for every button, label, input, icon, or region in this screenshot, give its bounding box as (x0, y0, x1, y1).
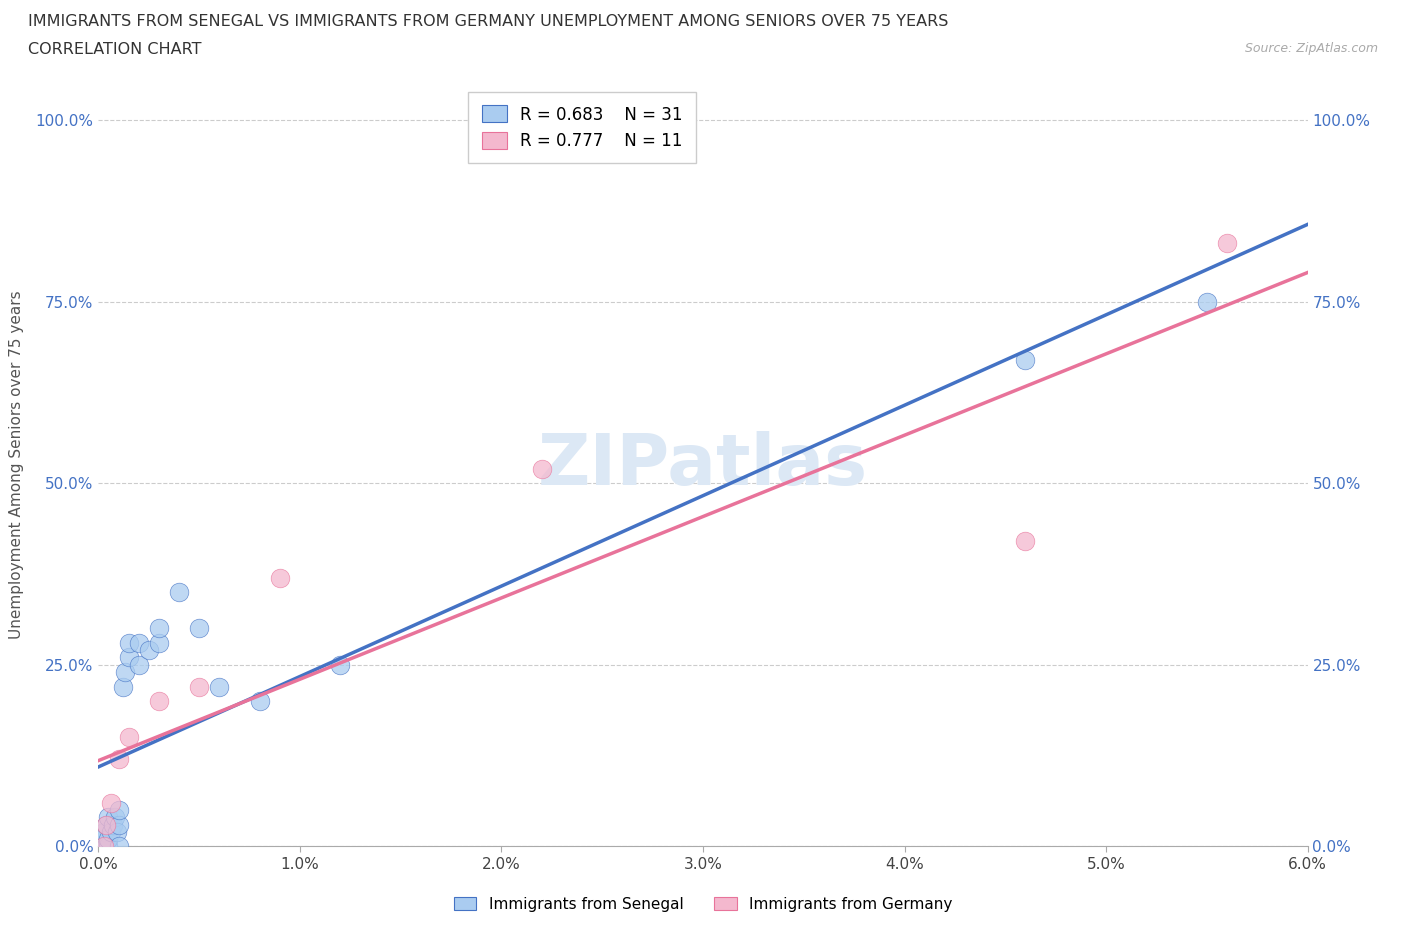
Point (249, 694, 271, 709)
Text: ZIPatlas: ZIPatlas (538, 431, 868, 499)
Point (96, 839, 118, 854)
Point (1216, 236, 1239, 251)
Point (138, 643, 160, 658)
Point (1014, 352, 1036, 367)
Point (188, 679, 211, 694)
Point (105, 824, 128, 839)
Point (118, 730, 141, 745)
Point (91, 831, 114, 846)
Point (148, 635, 170, 650)
Point (101, 817, 124, 832)
Point (93, 839, 115, 854)
Point (107, 839, 129, 854)
Point (97, 810, 120, 825)
Point (100, 795, 122, 810)
Point (93, 839, 115, 854)
Point (128, 635, 150, 650)
Point (114, 665, 136, 680)
Y-axis label: Unemployment Among Seniors over 75 years: Unemployment Among Seniors over 75 years (10, 291, 24, 639)
Legend: R = 0.683    N = 31, R = 0.777    N = 11: R = 0.683 N = 31, R = 0.777 N = 11 (468, 92, 696, 164)
Point (97, 831, 120, 846)
Point (100, 824, 122, 839)
Point (148, 694, 170, 709)
Point (93, 824, 115, 839)
Point (111, 679, 134, 694)
Point (107, 751, 129, 766)
Text: IMMIGRANTS FROM SENEGAL VS IMMIGRANTS FROM GERMANY UNEMPLOYMENT AMONG SENIORS OV: IMMIGRANTS FROM SENEGAL VS IMMIGRANTS FR… (28, 14, 949, 29)
Point (103, 810, 125, 825)
Point (118, 635, 141, 650)
Point (118, 650, 141, 665)
Text: Source: ZipAtlas.com: Source: ZipAtlas.com (1244, 42, 1378, 55)
Point (167, 585, 190, 600)
Point (188, 621, 211, 636)
Point (269, 570, 291, 585)
Point (107, 803, 129, 817)
Point (208, 679, 231, 694)
Point (97, 839, 120, 854)
Point (1195, 294, 1218, 309)
Point (329, 658, 352, 672)
Point (1014, 534, 1036, 549)
Point (148, 621, 170, 636)
Text: CORRELATION CHART: CORRELATION CHART (28, 42, 201, 57)
Point (530, 461, 553, 476)
Legend: Immigrants from Senegal, Immigrants from Germany: Immigrants from Senegal, Immigrants from… (447, 890, 959, 918)
Point (96, 817, 118, 832)
Point (128, 658, 150, 672)
Point (96, 817, 118, 832)
Point (107, 817, 129, 832)
